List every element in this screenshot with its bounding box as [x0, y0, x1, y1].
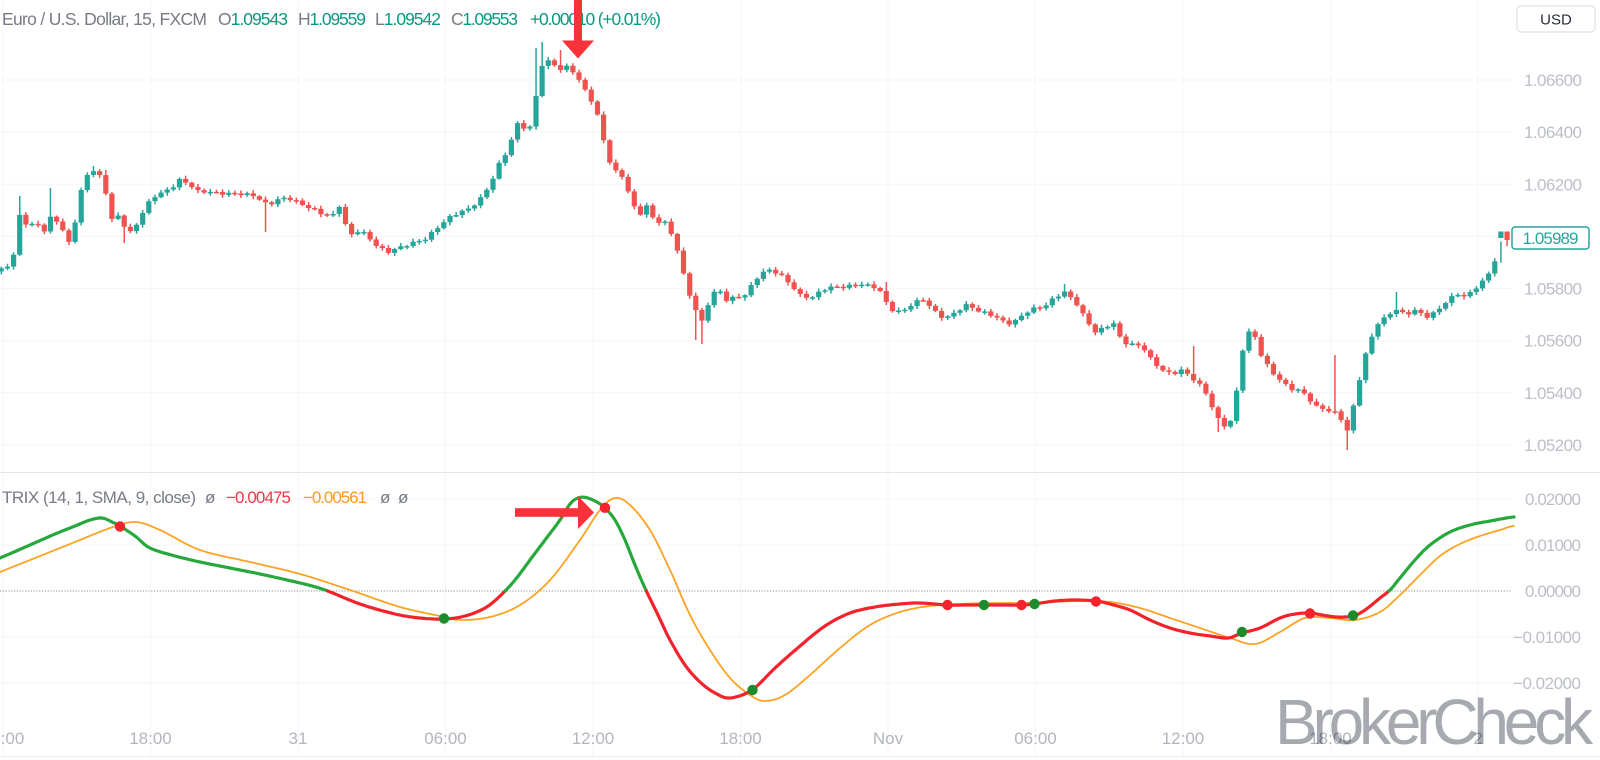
svg-text:1.06200: 1.06200: [1524, 175, 1582, 194]
svg-text:18:00: 18:00: [1309, 729, 1352, 748]
svg-text:2: 2: [1473, 729, 1482, 748]
svg-text:18:00: 18:00: [129, 729, 172, 748]
svg-text:12:00: 12:00: [0, 729, 24, 748]
svg-text:ø: ø: [398, 488, 408, 507]
svg-text:0.00000: 0.00000: [1525, 582, 1581, 601]
svg-text:12:00: 12:00: [1162, 729, 1205, 748]
svg-text:1.05200: 1.05200: [1524, 436, 1582, 455]
svg-text:−0.01000: −0.01000: [1513, 628, 1581, 647]
svg-text:−0.00561: −0.00561: [303, 488, 367, 507]
svg-text:O1.09543: O1.09543: [218, 9, 288, 29]
svg-text:0.02000: 0.02000: [1525, 490, 1581, 509]
svg-text:1.05600: 1.05600: [1524, 332, 1582, 351]
svg-text:Euro / U.S. Dollar, 15, FXCM: Euro / U.S. Dollar, 15, FXCM: [2, 9, 207, 29]
svg-text:C1.09553: C1.09553: [451, 9, 518, 29]
svg-text:−0.00475: −0.00475: [226, 488, 291, 507]
svg-text:BrokerCheck: BrokerCheck: [1275, 686, 1594, 758]
svg-text:1.05400: 1.05400: [1524, 384, 1582, 403]
svg-text:0.01000: 0.01000: [1525, 536, 1581, 555]
svg-text:+0.00010 (+0.01%): +0.00010 (+0.01%): [530, 9, 661, 29]
svg-text:L1.09542: L1.09542: [375, 9, 441, 29]
svg-text:Nov: Nov: [873, 729, 904, 748]
svg-text:1.05800: 1.05800: [1524, 280, 1582, 299]
svg-text:USD: USD: [1540, 12, 1572, 29]
svg-text:−0.02000: −0.02000: [1513, 674, 1581, 693]
svg-text:31: 31: [289, 729, 308, 748]
svg-text:TRIX (14, 1, SMA, 9, close): TRIX (14, 1, SMA, 9, close): [2, 488, 196, 507]
svg-text:ø: ø: [205, 488, 215, 507]
svg-text:1.06600: 1.06600: [1524, 71, 1582, 90]
svg-text:18:00: 18:00: [719, 729, 762, 748]
svg-text:1.05989: 1.05989: [1523, 229, 1579, 248]
svg-text:H1.09559: H1.09559: [298, 9, 366, 29]
svg-text:06:00: 06:00: [1014, 729, 1057, 748]
svg-text:06:00: 06:00: [424, 729, 467, 748]
svg-text:1.06400: 1.06400: [1524, 123, 1582, 142]
svg-text:12:00: 12:00: [572, 729, 615, 748]
svg-text:ø: ø: [380, 488, 390, 507]
